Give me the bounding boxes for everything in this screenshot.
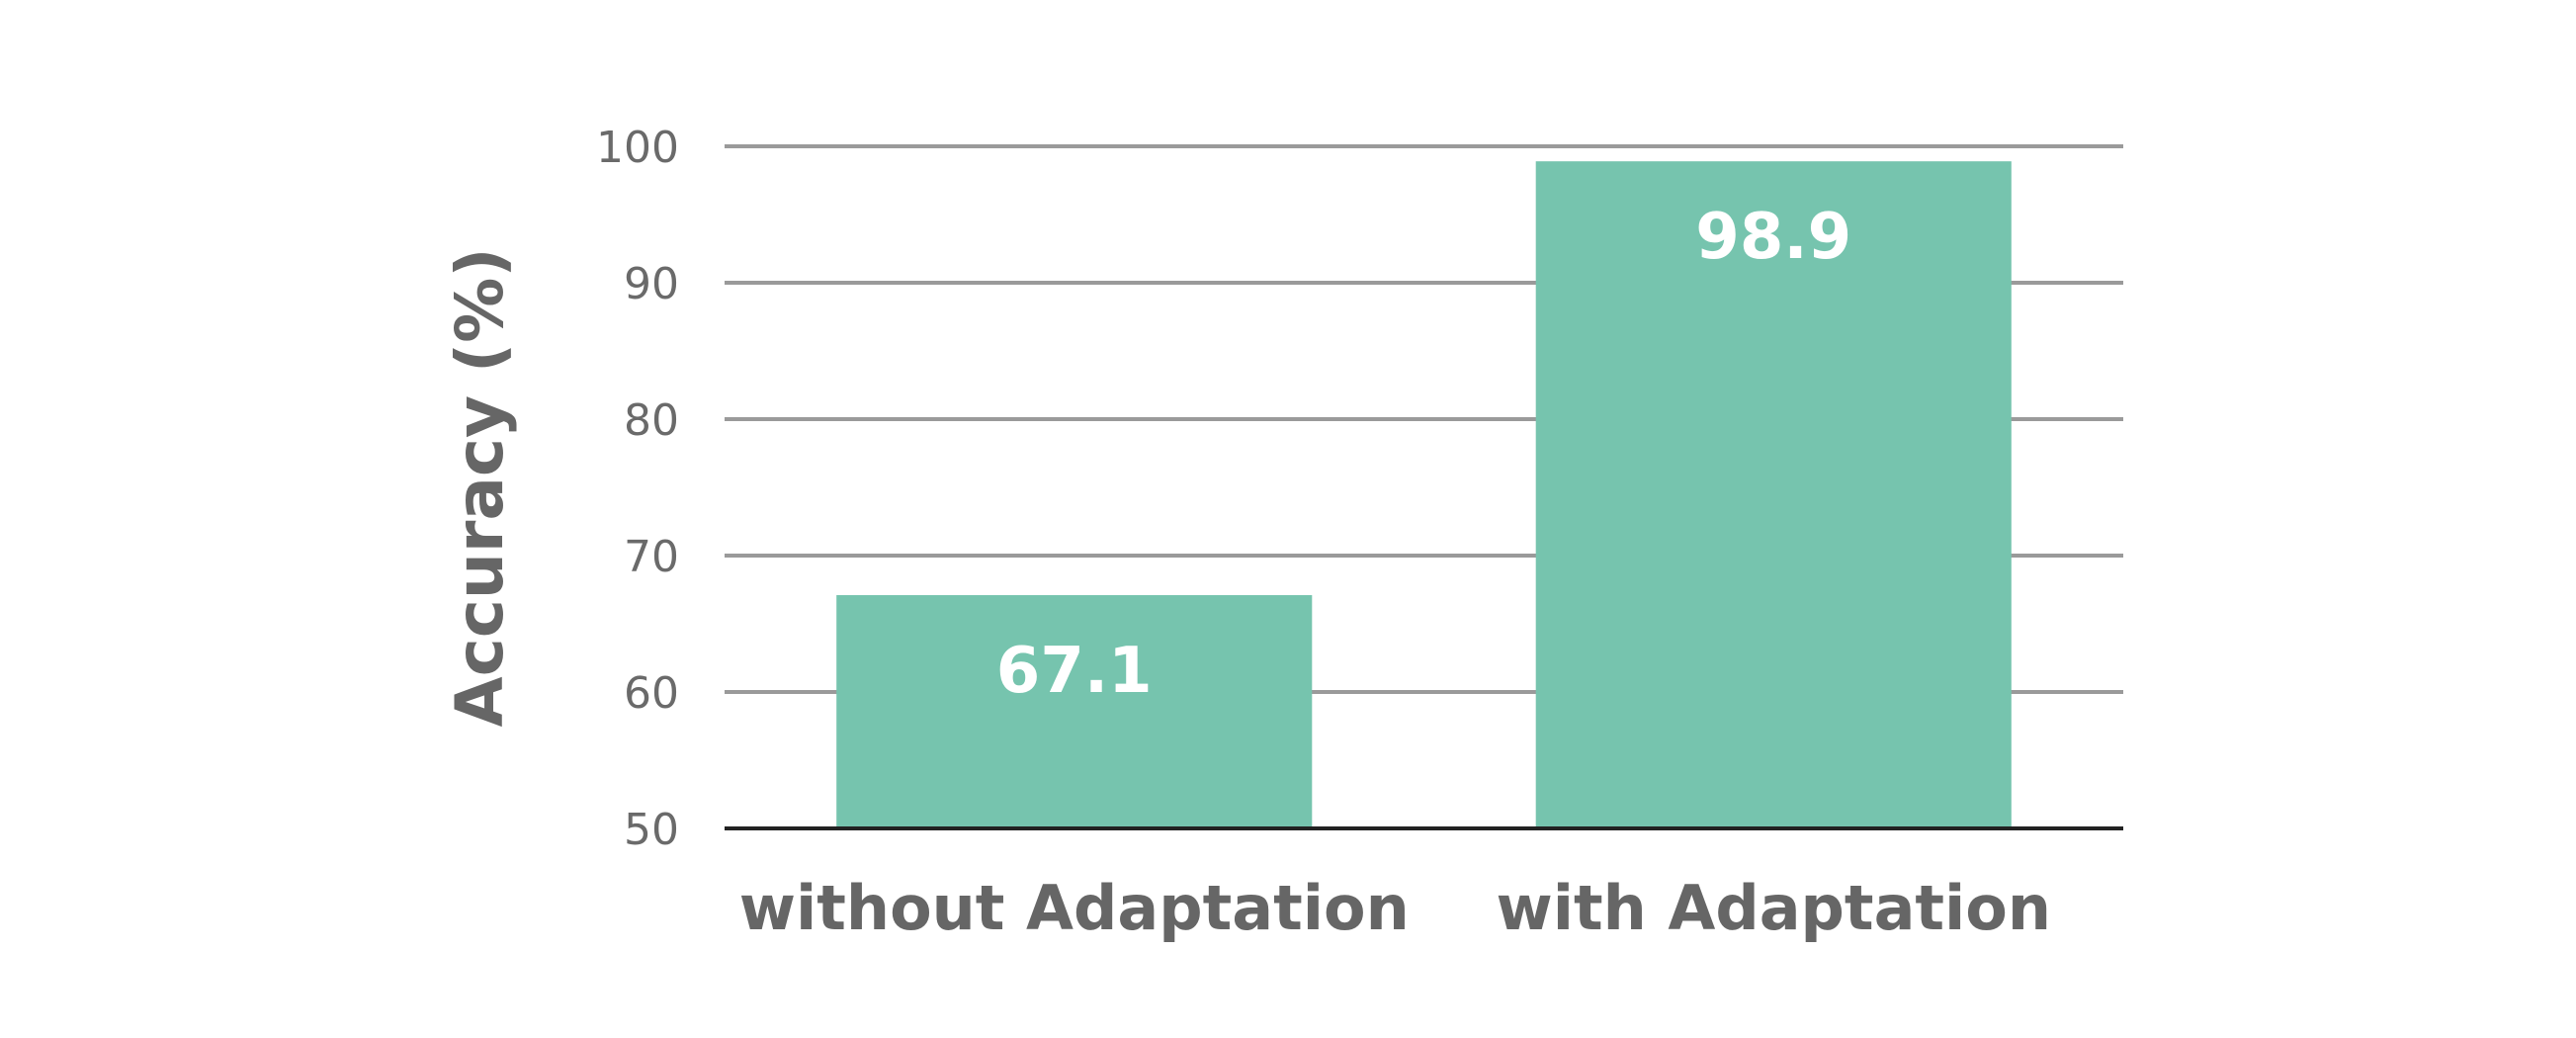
y-tick-label: 60: [624, 668, 679, 719]
bars: [836, 161, 2012, 828]
bar-value-label: 67.1: [996, 635, 1153, 708]
x-category-label: without Adaptation: [739, 872, 1410, 944]
y-axis-title: Accuracy (%): [442, 248, 518, 728]
bar: [836, 595, 1313, 828]
data-labels: 67.1 98.9: [996, 201, 1851, 708]
bar-value-label: 98.9: [1695, 201, 1851, 274]
y-tick-label: 80: [624, 395, 679, 446]
x-category-label: with Adaptation: [1496, 872, 2051, 944]
bar: [1535, 161, 2012, 828]
y-tick-label: 70: [624, 532, 679, 582]
y-tick-label: 50: [624, 805, 679, 855]
y-tick-label: 100: [596, 123, 679, 173]
x-category-labels: without Adaptation with Adaptation: [739, 872, 2051, 944]
y-tick-label: 90: [624, 259, 679, 309]
y-tick-labels: 50 60 70 80 90 100: [596, 123, 679, 855]
